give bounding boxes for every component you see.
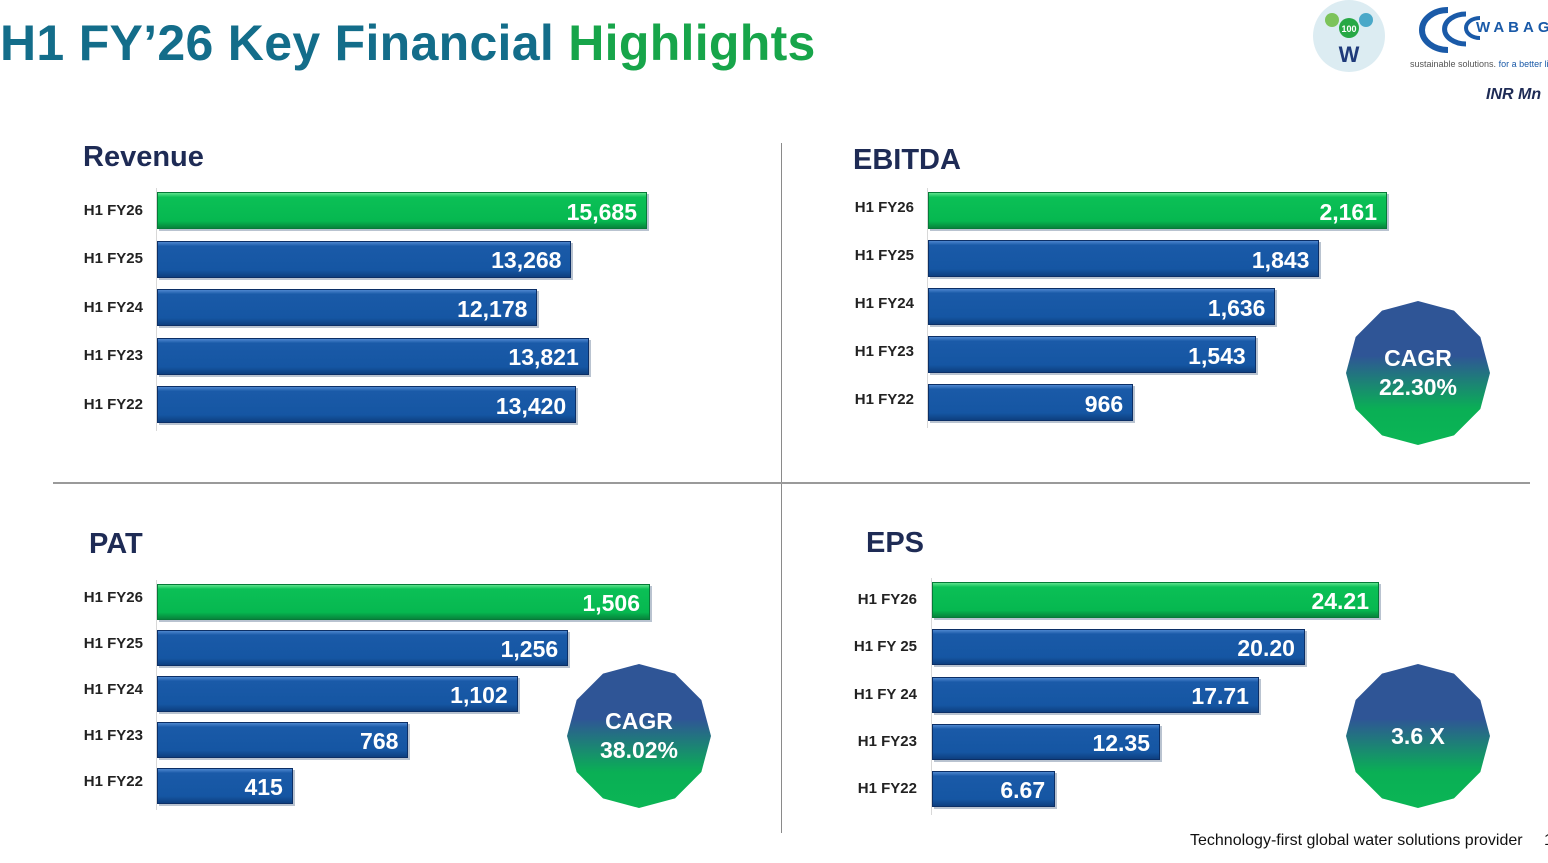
- pat-data-label: 768: [360, 728, 399, 754]
- pat-axis: [156, 580, 157, 810]
- unit-label: INR Mn: [1486, 86, 1542, 103]
- eps-category-label: H1 FY26: [857, 591, 917, 608]
- wabag-logo: WABAG: [1419, 7, 1548, 53]
- centenary-logo: 100 W: [1313, 0, 1385, 72]
- pat-data-label: 1,506: [582, 590, 640, 616]
- vertical-divider: [781, 143, 782, 833]
- revenue-bar: 13,420: [157, 386, 577, 423]
- ebitda-data-label: 2,161: [1319, 198, 1377, 225]
- eps-data-label: 24.21: [1311, 588, 1369, 614]
- pat-category-label: H1 FY23: [83, 727, 143, 744]
- ebitda-axis: [927, 188, 928, 428]
- ebitda-badge: CAGR 22.30%: [1346, 301, 1490, 445]
- revenue-category-label: H1 FY26: [83, 201, 143, 219]
- eps-data-label: 12.35: [1092, 729, 1151, 756]
- ebitda-category-label: H1 FY22: [854, 390, 914, 408]
- ebitda-category-label: H1 FY24: [854, 294, 914, 312]
- pat-category-label: H1 FY25: [83, 635, 143, 652]
- eps-category-label: H1 FY23: [857, 732, 917, 750]
- eps-badge-line-1: 3.6 X: [1391, 722, 1445, 749]
- ebitda-category-label: H1 FY23: [854, 342, 914, 360]
- revenue-bar: 12,178: [157, 289, 538, 326]
- ebitda-data-label: 1,636: [1207, 294, 1266, 321]
- revenue-data-label: 13,268: [491, 247, 562, 273]
- revenue-bar: 13,821: [157, 337, 589, 375]
- revenue-data-label: 13,420: [495, 392, 567, 419]
- revenue-bar: 15,685: [157, 192, 647, 229]
- ebitda-bar: 966: [928, 384, 1134, 421]
- title-part-2: Highlights: [568, 15, 816, 71]
- page-number: 1: [1544, 832, 1548, 850]
- ebitda-bar: 1,543: [928, 336, 1256, 373]
- pat-bar: 1,102: [157, 676, 518, 712]
- svg-text:100: 100: [1341, 24, 1356, 34]
- eps-data-label: 20.20: [1237, 635, 1295, 662]
- tagline: sustainable solutions. for a better life…: [1410, 59, 1548, 69]
- eps-category-label: H1 FY 24: [853, 685, 917, 703]
- eps-bar: 6.67: [932, 771, 1056, 808]
- pat-data-label: 415: [244, 774, 283, 800]
- eps-bar: 12.35: [932, 723, 1161, 760]
- pat-bar: 768: [157, 722, 409, 758]
- revenue-category-label: H1 FY23: [83, 347, 143, 364]
- eps-data-label: 6.67: [1000, 777, 1046, 804]
- ebitda-category-label: H1 FY26: [854, 198, 914, 216]
- tagline-part-2: for a better life.: [1498, 59, 1548, 69]
- eps-axis: [931, 578, 932, 815]
- svg-text:WABAG: WABAG: [1476, 19, 1548, 36]
- pat-bar: 1,256: [157, 630, 569, 666]
- pat-bar: 1,506: [157, 584, 650, 620]
- pat-badge-line-1: CAGR: [605, 708, 673, 735]
- pat-category-label: H1 FY26: [83, 589, 143, 606]
- eps-bar: 20.20: [932, 629, 1305, 666]
- ebitda-category-label: H1 FY25: [854, 246, 914, 264]
- ebitda-bar: 1,843: [928, 240, 1320, 277]
- eps-badge: 3.6 X: [1346, 664, 1490, 808]
- revenue-category-label: H1 FY25: [83, 250, 143, 267]
- pat-data-label: 1,256: [500, 636, 559, 662]
- revenue-category-label: H1 FY24: [83, 298, 143, 316]
- page-title: H1 FY’26 Key Financial Highlights: [0, 14, 816, 72]
- pat-bar: 415: [157, 768, 293, 804]
- pat-data-label: 1,102: [450, 682, 508, 708]
- eps-bar: 24.21: [932, 582, 1379, 618]
- revenue-data-label: 13,821: [508, 344, 579, 370]
- footer-text: Technology-first global water solutions …: [1190, 832, 1523, 849]
- eps-category-label: H1 FY 25: [853, 638, 917, 656]
- pat-category-label: H1 FY24: [83, 681, 143, 698]
- eps-bar: 17.71: [932, 676, 1259, 713]
- ebitda-badge-line-2: 22.30%: [1378, 374, 1457, 400]
- ebitda-data-label: 1,543: [1188, 342, 1246, 369]
- svg-text:W: W: [1339, 42, 1360, 67]
- ebitda-title: EBITDA: [853, 144, 961, 176]
- title-part-1: H1 FY’26 Key Financial: [0, 15, 555, 71]
- revenue-title: Revenue: [83, 141, 204, 173]
- horizontal-divider: [53, 482, 1530, 484]
- eps-category-label: H1 FY22: [857, 780, 917, 798]
- revenue-category-label: H1 FY22: [83, 395, 143, 413]
- ebitda-data-label: 966: [1084, 390, 1124, 417]
- revenue-bar: 13,268: [157, 240, 572, 278]
- revenue-axis: [156, 188, 157, 431]
- ebitda-data-label: 1,843: [1251, 246, 1310, 273]
- revenue-data-label: 15,685: [566, 198, 637, 225]
- eps-title: EPS: [866, 527, 925, 559]
- revenue-data-label: 12,178: [457, 295, 528, 322]
- pat-category-label: H1 FY22: [83, 773, 143, 790]
- ebitda-bar: 1,636: [928, 288, 1276, 325]
- ebitda-bar: 2,161: [928, 192, 1387, 229]
- pat-badge-line-2: 38.02%: [599, 737, 678, 763]
- ebitda-badge-line-1: CAGR: [1384, 345, 1452, 372]
- tagline-part-1: sustainable solutions.: [1410, 59, 1497, 69]
- pat-badge: CAGR 38.02%: [567, 664, 711, 808]
- pat-title: PAT: [89, 528, 143, 560]
- eps-data-label: 17.71: [1191, 682, 1249, 709]
